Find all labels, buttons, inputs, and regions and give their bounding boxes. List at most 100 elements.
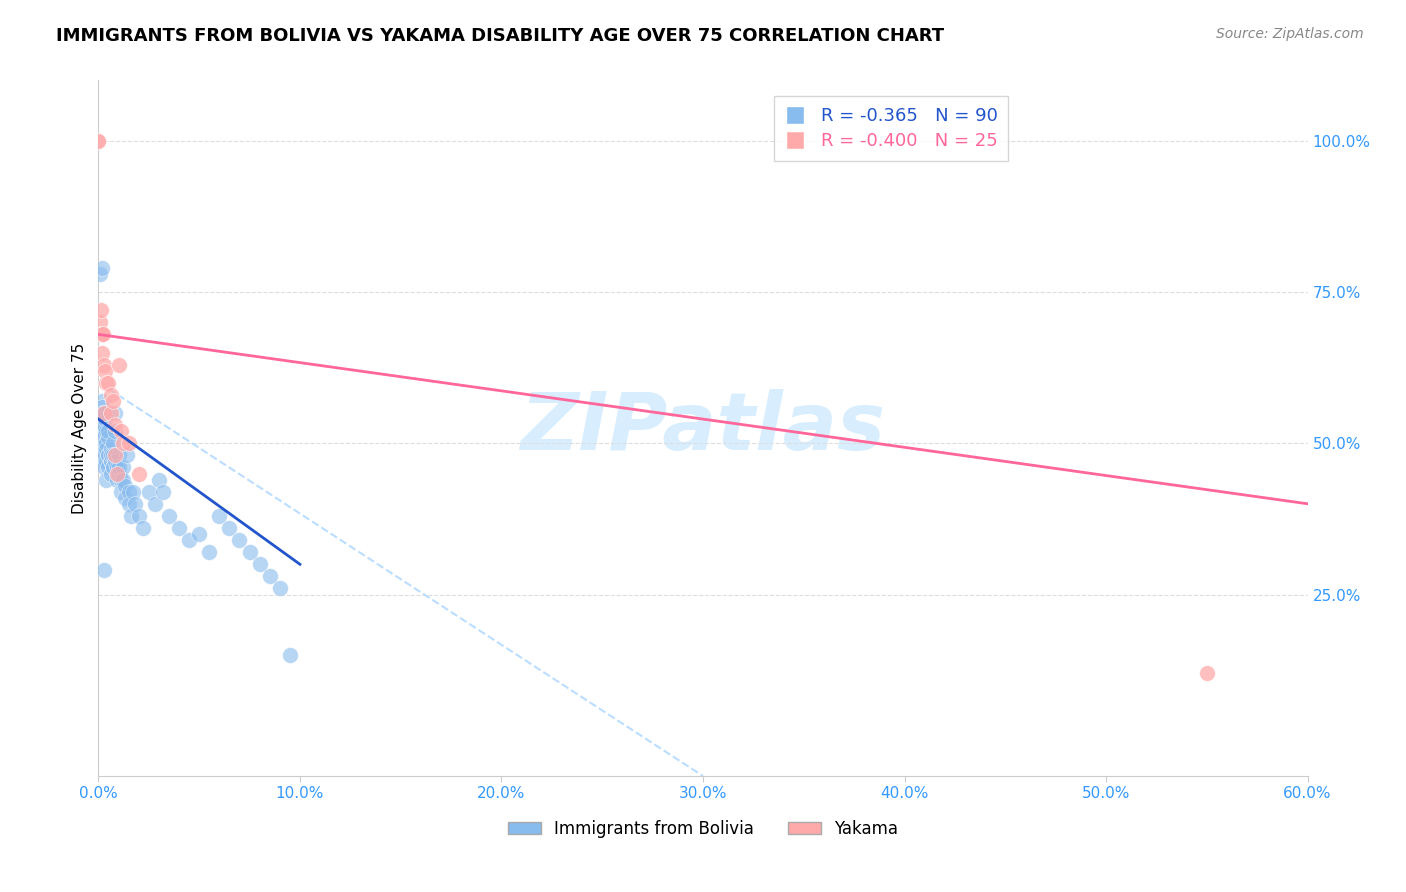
Point	[91, 406, 114, 420]
Point	[93, 358, 115, 372]
Point	[93, 454, 115, 468]
Point	[110, 424, 132, 438]
Point	[107, 358, 129, 372]
Point	[93, 430, 115, 444]
Point	[101, 436, 124, 450]
Point	[103, 454, 125, 468]
Point	[118, 484, 141, 499]
Point	[90, 327, 112, 342]
Point	[96, 436, 118, 450]
Point	[91, 260, 114, 275]
Point	[91, 393, 114, 408]
Point	[96, 473, 118, 487]
Point	[97, 460, 120, 475]
Point	[114, 478, 136, 492]
Point	[100, 454, 122, 468]
Text: IMMIGRANTS FROM BOLIVIA VS YAKAMA DISABILITY AGE OVER 75 CORRELATION CHART: IMMIGRANTS FROM BOLIVIA VS YAKAMA DISABI…	[56, 27, 945, 45]
Point	[103, 418, 125, 433]
Point	[218, 521, 240, 535]
Point	[208, 508, 231, 523]
Point	[94, 436, 117, 450]
Point	[138, 484, 160, 499]
Legend: Immigrants from Bolivia, Yakama: Immigrants from Bolivia, Yakama	[501, 813, 905, 844]
Point	[89, 267, 111, 281]
Point	[114, 491, 136, 505]
Point	[269, 582, 291, 596]
Point	[97, 449, 120, 463]
Point	[93, 449, 115, 463]
Point	[90, 442, 112, 457]
Point	[105, 473, 128, 487]
Point	[118, 497, 141, 511]
Point	[94, 364, 117, 378]
Point	[89, 418, 111, 433]
Point	[128, 467, 150, 481]
Point	[91, 418, 114, 433]
Point	[93, 430, 115, 444]
Point	[100, 388, 122, 402]
Point	[97, 449, 120, 463]
Point	[89, 315, 111, 329]
Point	[96, 424, 118, 438]
Point	[96, 376, 118, 390]
Point	[87, 134, 110, 148]
Point	[89, 412, 111, 426]
Point	[97, 424, 120, 438]
Point	[89, 424, 111, 438]
Point	[148, 473, 170, 487]
Point	[91, 449, 114, 463]
Point	[132, 521, 155, 535]
Point	[103, 406, 125, 420]
Point	[107, 467, 129, 481]
Point	[103, 449, 125, 463]
Point	[93, 442, 115, 457]
Point	[179, 533, 201, 547]
Point	[111, 460, 134, 475]
Point	[93, 460, 115, 475]
Point	[100, 467, 122, 481]
Point	[87, 134, 110, 148]
Point	[101, 449, 124, 463]
Point	[94, 406, 117, 420]
Point	[128, 508, 150, 523]
Point	[152, 484, 174, 499]
Point	[91, 327, 114, 342]
Point	[101, 460, 124, 475]
Point	[188, 527, 211, 541]
Point	[96, 454, 118, 468]
Point	[93, 563, 115, 577]
Point	[101, 460, 124, 475]
Point	[157, 508, 180, 523]
Point	[97, 430, 120, 444]
Point	[110, 473, 132, 487]
Text: ZIPatlas: ZIPatlas	[520, 389, 886, 467]
Point	[91, 454, 114, 468]
Point	[91, 345, 114, 359]
Point	[239, 545, 262, 559]
Point	[97, 376, 120, 390]
Point	[228, 533, 250, 547]
Point	[107, 449, 129, 463]
Point	[90, 430, 112, 444]
Point	[101, 393, 124, 408]
Point	[93, 436, 115, 450]
Point	[100, 449, 122, 463]
Point	[87, 436, 110, 450]
Text: Source: ZipAtlas.com: Source: ZipAtlas.com	[1216, 27, 1364, 41]
Point	[110, 484, 132, 499]
Point	[89, 449, 111, 463]
Point	[118, 436, 141, 450]
Point	[120, 508, 142, 523]
Point	[100, 406, 122, 420]
Point	[96, 442, 118, 457]
Point	[105, 467, 128, 481]
Point	[143, 497, 166, 511]
Point	[105, 460, 128, 475]
Point	[111, 473, 134, 487]
Point	[259, 569, 281, 583]
Point	[93, 424, 115, 438]
Point	[91, 400, 114, 414]
Point	[115, 449, 138, 463]
Point	[94, 449, 117, 463]
Point	[93, 418, 115, 433]
